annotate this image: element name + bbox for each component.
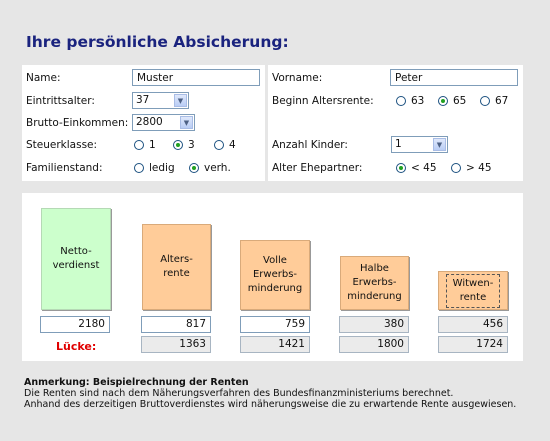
bar-nettoverdienst: Netto-verdienst	[41, 208, 111, 310]
radio-icon	[134, 163, 144, 173]
brutto-select[interactable]: 2800 ▼	[132, 114, 195, 131]
beginn-label: Beginn Altersrente:	[272, 95, 374, 107]
radio-icon	[451, 163, 461, 173]
bar-label: Halbe Erwerbs-minderung	[347, 263, 402, 302]
value-halbe-erwerbsminderung: 380	[339, 316, 409, 333]
brutto-value: 2800	[136, 116, 163, 128]
eintrittsalter-label: Eintrittsalter:	[26, 95, 95, 107]
bar-label: Witwen-rente	[445, 273, 501, 308]
note-line-1: Die Renten sind nach dem Näherungsverfah…	[24, 388, 454, 399]
note-heading: Anmerkung: Beispielrechnung der Renten	[24, 377, 249, 388]
ehepartner-radio-under45[interactable]: < 45	[396, 162, 437, 174]
radio-icon	[396, 96, 406, 106]
familienstand-label: Familienstand:	[26, 162, 103, 174]
gap-halbe-erwerbsminderung: 1800	[339, 336, 409, 353]
bar-label: Netto-verdienst	[52, 246, 100, 271]
name-field[interactable]	[132, 69, 260, 86]
radio-icon	[134, 140, 144, 150]
kinder-select[interactable]: 1 ▼	[391, 136, 448, 153]
bar-volle-erwerbsminderung: Volle Erwerbs-minderung	[240, 240, 310, 310]
radio-checked-icon	[438, 96, 448, 106]
chevron-down-icon[interactable]: ▼	[174, 94, 187, 107]
ehepartner-radio-over45[interactable]: > 45	[451, 162, 492, 174]
bar-label: Volle Erwerbs-minderung	[247, 255, 303, 294]
kinder-label: Anzahl Kinder:	[272, 139, 348, 151]
beginn-radio-65[interactable]: 65	[438, 95, 466, 107]
bar-label: Alters-rente	[160, 254, 193, 279]
vorname-field[interactable]	[390, 69, 518, 86]
beginn-radio-63[interactable]: 63	[396, 95, 424, 107]
radio-icon	[214, 140, 224, 150]
radio-checked-icon	[173, 140, 183, 150]
steuerklasse-radio-3[interactable]: 3	[173, 139, 195, 151]
bar-halbe-erwerbsminderung: Halbe Erwerbs-minderung	[340, 256, 409, 310]
value-witwenrente: 456	[438, 316, 508, 333]
eintrittsalter-select[interactable]: 37 ▼	[132, 92, 189, 109]
radio-icon	[480, 96, 490, 106]
bar-witwenrente: Witwen-rente	[438, 271, 508, 310]
luecke-label: Lücke:	[56, 340, 97, 353]
eintrittsalter-value: 37	[136, 94, 150, 106]
note-line-2: Anhand des derzeitigen Bruttoverdienstes…	[24, 399, 517, 410]
ehepartner-label: Alter Ehepartner:	[272, 162, 363, 174]
vorname-label: Vorname:	[272, 72, 323, 84]
form-panel-right: Vorname: Beginn Altersrente: 63 65 67 An…	[268, 65, 523, 181]
chevron-down-icon[interactable]: ▼	[433, 138, 446, 151]
gap-altersrente: 1363	[141, 336, 211, 353]
steuerklasse-label: Steuerklasse:	[26, 139, 98, 151]
brutto-label: Brutto-Einkommen:	[26, 117, 129, 129]
value-nettoverdienst: 2180	[40, 316, 110, 333]
steuerklasse-radio-4[interactable]: 4	[214, 139, 236, 151]
value-volle-erwerbsminderung: 759	[240, 316, 310, 333]
steuerklasse-radio-1[interactable]: 1	[134, 139, 156, 151]
value-altersrente: 817	[141, 316, 211, 333]
gap-witwenrente: 1724	[438, 336, 508, 353]
beginn-radio-67[interactable]: 67	[480, 95, 508, 107]
kinder-value: 1	[395, 138, 402, 150]
radio-checked-icon	[396, 163, 406, 173]
chevron-down-icon[interactable]: ▼	[180, 116, 193, 129]
form-panel-left: Name: Eintrittsalter: 37 ▼ Brutto-Einkom…	[22, 65, 265, 181]
name-label: Name:	[26, 72, 61, 84]
familienstand-radio-verh[interactable]: verh.	[189, 162, 231, 174]
gap-volle-erwerbsminderung: 1421	[240, 336, 310, 353]
page-title: Ihre persönliche Absicherung:	[26, 33, 289, 51]
familienstand-radio-ledig[interactable]: ledig	[134, 162, 175, 174]
bar-altersrente: Alters-rente	[142, 224, 211, 310]
radio-checked-icon	[189, 163, 199, 173]
